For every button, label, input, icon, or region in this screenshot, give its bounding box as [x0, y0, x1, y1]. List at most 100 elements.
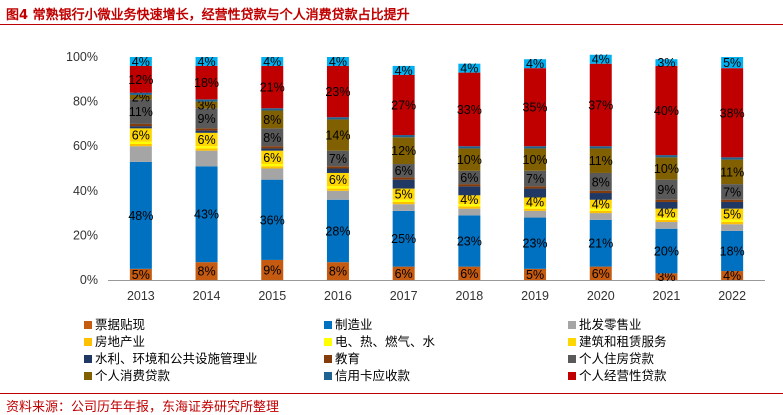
bar-segment	[589, 190, 612, 194]
data-label: 6%	[460, 267, 478, 281]
x-tick-label: 2021	[653, 289, 681, 303]
data-label: 7%	[526, 172, 544, 186]
data-label: 8%	[263, 131, 281, 145]
legend-label: 批发零售业	[579, 317, 642, 332]
bar-segment	[129, 65, 152, 93]
data-label: 4%	[198, 55, 216, 69]
data-label: 18%	[720, 245, 745, 259]
bar-segment	[326, 186, 349, 189]
figure-title: 图4 常熟银行小微业务快速增长，经营性贷款与个人消费贷款占比提升	[6, 8, 410, 23]
data-label: 4%	[329, 55, 347, 69]
bar-segment	[458, 186, 481, 196]
x-tick-label: 2015	[258, 289, 286, 303]
bar-segment	[326, 190, 349, 200]
data-label: 4%	[723, 269, 741, 283]
legend-label: 个人住房贷款	[579, 351, 655, 366]
data-label: 8%	[198, 265, 216, 279]
data-label: 4%	[592, 198, 610, 212]
data-label: 6%	[132, 129, 150, 143]
bar-segment	[655, 155, 678, 158]
bar-segment	[458, 63, 481, 73]
legend-item: 个人消费贷款	[84, 367, 170, 384]
bar-segment	[655, 199, 678, 202]
data-label: 21%	[588, 237, 613, 251]
data-label: 27%	[391, 98, 416, 112]
legend-item: 教育	[324, 350, 360, 367]
bar-segment	[326, 172, 349, 187]
y-tick-label: 80%	[73, 95, 98, 109]
bar-segment	[524, 206, 547, 209]
data-label: 23%	[457, 234, 482, 248]
data-label: 6%	[329, 173, 347, 187]
data-label: 33%	[457, 103, 482, 117]
legend-label: 电、热、燃气、水	[335, 334, 436, 349]
legend-item: 信用卡应收款	[324, 367, 410, 384]
bar-segment	[261, 150, 284, 165]
bar-segment	[655, 217, 678, 220]
data-label: 25%	[391, 232, 416, 246]
data-label: 3%	[198, 98, 216, 112]
bar-segment	[326, 262, 349, 280]
bar-segment	[326, 65, 349, 118]
bar-segment	[129, 99, 152, 124]
bar-segment	[261, 57, 284, 66]
bar-segment	[721, 271, 744, 280]
data-label: 8%	[263, 113, 281, 127]
bar-segment	[195, 65, 218, 100]
bar-segment	[589, 54, 612, 64]
bar-segment	[589, 210, 612, 214]
bar-segment	[655, 65, 678, 156]
bar-segment	[458, 204, 481, 207]
data-label: 4%	[657, 207, 675, 221]
bar-segment	[326, 150, 349, 167]
bar-segment	[458, 146, 481, 149]
bar-segment	[589, 208, 612, 211]
data-label: 3%	[657, 270, 675, 284]
data-label: 5%	[526, 268, 544, 282]
bar-segment	[195, 146, 218, 149]
bar-segment	[392, 65, 415, 75]
data-label: 7%	[329, 152, 347, 166]
data-label: 5%	[132, 268, 150, 282]
data-label: 20%	[654, 245, 679, 259]
bar-segment	[589, 172, 612, 191]
legend-swatch	[324, 371, 332, 380]
x-tick-label: 2013	[127, 289, 155, 303]
bar-segment	[524, 146, 547, 149]
data-label: 18%	[194, 76, 219, 90]
data-label: 5%	[723, 208, 741, 222]
legend-item: 个人住房贷款	[568, 350, 654, 367]
bar-segment	[129, 143, 152, 147]
bar-segment	[392, 74, 415, 136]
bar-segment	[261, 146, 284, 149]
data-label: 4%	[460, 193, 478, 207]
data-label: 9%	[657, 183, 675, 197]
data-label: 6%	[198, 133, 216, 147]
data-label: 40%	[654, 104, 679, 118]
data-label: 6%	[395, 267, 413, 281]
legend-item: 制造业	[324, 316, 373, 333]
bar-segment	[326, 57, 349, 66]
data-label: 9%	[198, 112, 216, 126]
data-label: 23%	[523, 237, 548, 251]
data-label: 37%	[588, 98, 613, 112]
bar-segment	[655, 157, 678, 180]
legend-swatch	[324, 337, 332, 346]
legend-swatch	[324, 354, 332, 363]
data-label: 7%	[723, 185, 741, 199]
bar-segment	[326, 188, 349, 191]
bar-segment	[458, 208, 481, 216]
bar-segment	[129, 92, 152, 95]
stacked-bar-chart: 0%20%40%60%80%100%5%48%6%11%2%12%4%20138…	[66, 50, 765, 303]
bar-segment	[721, 199, 744, 202]
legend-swatch	[324, 320, 332, 329]
legend-label: 制造业	[335, 317, 373, 332]
bar-segment	[129, 123, 152, 127]
bar-segment	[524, 68, 547, 147]
legend-swatch	[568, 371, 576, 380]
legend-item: 房地产业	[84, 333, 145, 350]
bar-segment	[589, 63, 612, 147]
x-tick-label: 2020	[587, 289, 615, 303]
data-label: 36%	[260, 213, 285, 227]
x-tick-label: 2019	[521, 289, 549, 303]
